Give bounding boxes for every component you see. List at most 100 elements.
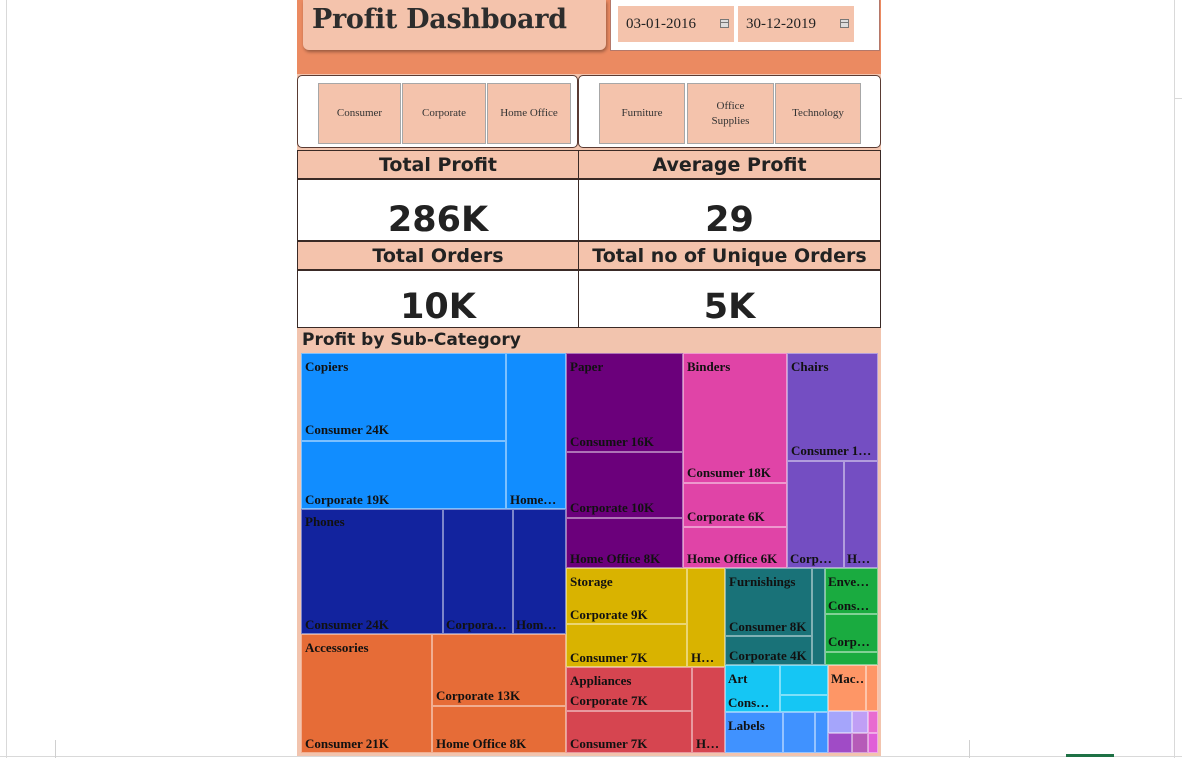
tile-small-subcategory[interactable] [852,733,868,753]
tile-furnishings-corporate[interactable]: Corporate 4K [725,636,812,665]
sheet-gridline [0,756,1182,757]
category-slicer: Furniture Office Supplies Technology [578,75,881,148]
tile-accessories-home[interactable]: Home Office 8K [432,706,566,753]
tile-label: Corporate 6K [687,509,765,524]
tile-label: Home Office 8K [570,551,661,566]
tile-accessories-corporate[interactable]: Corporate 13K [432,634,566,706]
tile-label: Consumer 1… [791,443,872,458]
tile-binders-home[interactable]: Home Office 6K [683,527,787,568]
tile-label: Consumer 7K [570,650,648,665]
slicer-corporate[interactable]: Corporate [402,83,486,144]
date-range-slicer: 03-01-2016 30-12-2019 [610,0,880,51]
tile-name: Mac… [831,671,866,686]
tile-chairs-consumer[interactable]: Chairs Consumer 1… [787,353,878,461]
tile-chairs-home[interactable]: H… [844,461,878,568]
tile-label: Home Office 6K [687,551,778,566]
tile-machines-consumer[interactable]: Mac… [828,665,866,711]
tile-label: H… [847,551,871,566]
tile-accessories-consumer[interactable]: Accessories Consumer 21K [301,634,432,753]
tile-label: H… [696,736,720,751]
tile-binders-corporate[interactable]: Corporate 6K [683,483,787,527]
tile-art-home[interactable] [780,695,828,712]
tile-copiers-consumer[interactable]: Copiers Consumer 24K [301,353,506,441]
tile-small-subcategory[interactable] [868,711,878,733]
tile-name: Appliances [570,673,632,688]
tile-label: Corporate 9K [570,607,648,622]
tile-label: Cons… [728,695,770,710]
tile-name: Labels [728,718,765,733]
tile-storage-consumer[interactable]: Consumer 7K [566,624,687,667]
tile-labels-home[interactable] [815,712,828,753]
tile-appliances-home[interactable]: H… [692,667,725,753]
tile-name: Furnishings [729,574,796,589]
tile-phones-corporate[interactable]: Corpora… [443,509,513,634]
tile-label: Consumer 24K [305,617,389,632]
tile-art-corporate[interactable] [780,665,828,695]
tile-paper-home[interactable]: Home Office 8K [566,518,683,568]
tile-paper-consumer[interactable]: Paper Consumer 16K [566,353,683,452]
kpi-unique-orders-value: 5K [578,270,881,328]
tile-phones-home[interactable]: Hom… [513,509,566,634]
tile-label: Consumer 18K [687,465,771,480]
tile-binders-consumer[interactable]: Binders Consumer 18K [683,353,787,483]
kpi-total-profit-label: Total Profit [297,150,579,179]
tile-art-consumer[interactable]: Art Cons… [725,665,780,712]
tile-label: Corpora… [446,617,507,632]
slicer-technology[interactable]: Technology [775,83,861,144]
tile-chairs-corporate[interactable]: Corp… [787,461,844,568]
tile-envelopes-corporate[interactable]: Corp… [825,614,878,652]
tile-labels-corporate[interactable] [783,712,815,753]
sheet-tab-indicator [1066,754,1114,757]
sheet-gridline [969,740,970,758]
tile-name: Phones [305,514,345,529]
calendar-icon[interactable] [720,19,729,28]
tile-label: Consumer 21K [305,736,389,751]
tile-small-subcategory[interactable] [828,711,852,733]
tile-label: Corp… [790,551,832,566]
slicer-furniture[interactable]: Furniture [599,83,685,144]
tile-labels-consumer[interactable]: Labels [725,712,783,753]
tile-name: Binders [687,359,731,374]
calendar-icon[interactable] [840,19,849,28]
tile-label: Home Office 8K [436,736,527,751]
tile-appliances-corporate[interactable]: Appliances Corporate 7K [566,667,692,711]
kpi-total-profit-value: 286K [297,179,579,241]
slicer-consumer[interactable]: Consumer [318,83,401,144]
tile-label: Corporate 4K [729,648,807,663]
start-date-value: 03-01-2016 [626,15,696,32]
tile-storage-home[interactable]: H… [687,568,725,667]
segment-slicer: Consumer Corporate Home Office [297,75,578,148]
slicer-home-office[interactable]: Home Office [487,83,571,144]
tile-furnishings-home[interactable] [812,568,825,665]
tile-machines-corporate[interactable] [866,665,878,711]
tile-name: Paper [570,359,604,374]
tile-envelopes-home[interactable] [825,652,878,665]
tile-name: Storage [570,574,613,589]
tile-copiers-home[interactable]: Home… [506,353,566,509]
tile-phones-consumer[interactable]: Phones Consumer 24K [301,509,443,634]
sheet-gridline [1174,0,1175,758]
tile-copiers-corporate[interactable]: Corporate 19K [301,441,506,509]
tile-appliances-consumer[interactable]: Consumer 7K [566,711,692,753]
tile-name: Accessories [305,640,369,655]
end-date-field[interactable]: 30-12-2019 [738,6,854,42]
tile-small-subcategory[interactable] [852,711,868,733]
tile-label: Consumer 8K [729,619,807,634]
kpi-total-orders-value: 10K [297,270,579,328]
end-date-value: 30-12-2019 [746,15,816,32]
tile-envelopes-consumer[interactable]: Enve… Cons… [825,568,878,614]
kpi-average-profit-value: 29 [578,179,881,241]
kpi-unique-orders-label: Total no of Unique Orders [578,241,881,270]
slicer-office-supplies[interactable]: Office Supplies [687,83,774,144]
tile-small-subcategory[interactable] [868,733,878,753]
tile-label: Corporate 10K [570,500,655,515]
kpi-average-profit-label: Average Profit [578,150,881,179]
page-title: Profit Dashboard [312,4,567,35]
tile-name: Copiers [305,359,349,374]
tile-small-subcategory[interactable] [828,733,852,753]
tile-label: Cons… [828,598,870,613]
tile-paper-corporate[interactable]: Corporate 10K [566,452,683,518]
tile-storage-corporate[interactable]: Storage Corporate 9K [566,568,687,624]
tile-furnishings-consumer[interactable]: Furnishings Consumer 8K [725,568,812,636]
start-date-field[interactable]: 03-01-2016 [618,6,734,42]
